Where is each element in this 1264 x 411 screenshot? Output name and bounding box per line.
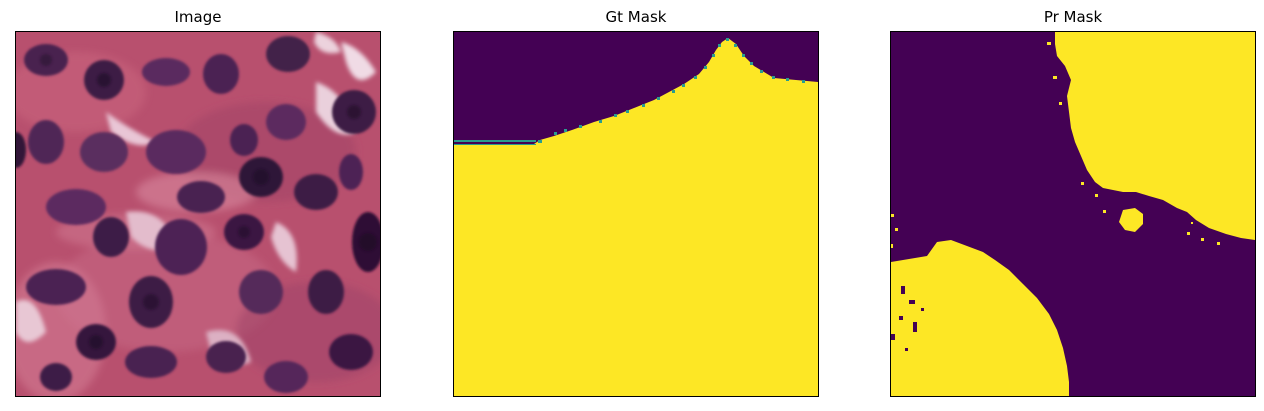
pr-mask-svg [891,32,1255,396]
pr-mask-panel-title: Pr Mask [1043,8,1103,26]
histology-image-svg [16,32,380,396]
gt-mask-panel-title: Gt Mask [605,8,667,26]
pr-mask-edge-noise [891,286,924,351]
gt-mask-foreground [454,38,818,396]
pr-mask-panel: Pr Mask [890,0,1256,411]
cell-nuclei [16,36,380,393]
gt-mask-panel: Gt Mask [453,0,819,411]
gt-mask [453,31,819,397]
nuclear-texture [40,54,377,349]
image-panel: Image [15,0,381,411]
pr-mask [890,31,1256,397]
pr-mask-foreground-blob-small [1119,208,1143,232]
histology-image [15,31,381,397]
pr-mask-speckles [891,42,1220,248]
gt-mask-edge-noise [454,38,805,145]
gt-mask-svg [454,32,818,396]
pr-mask-foreground-top-right [1055,32,1255,240]
pr-mask-foreground-bottom-left [891,240,1069,396]
image-panel-title: Image [174,8,222,26]
